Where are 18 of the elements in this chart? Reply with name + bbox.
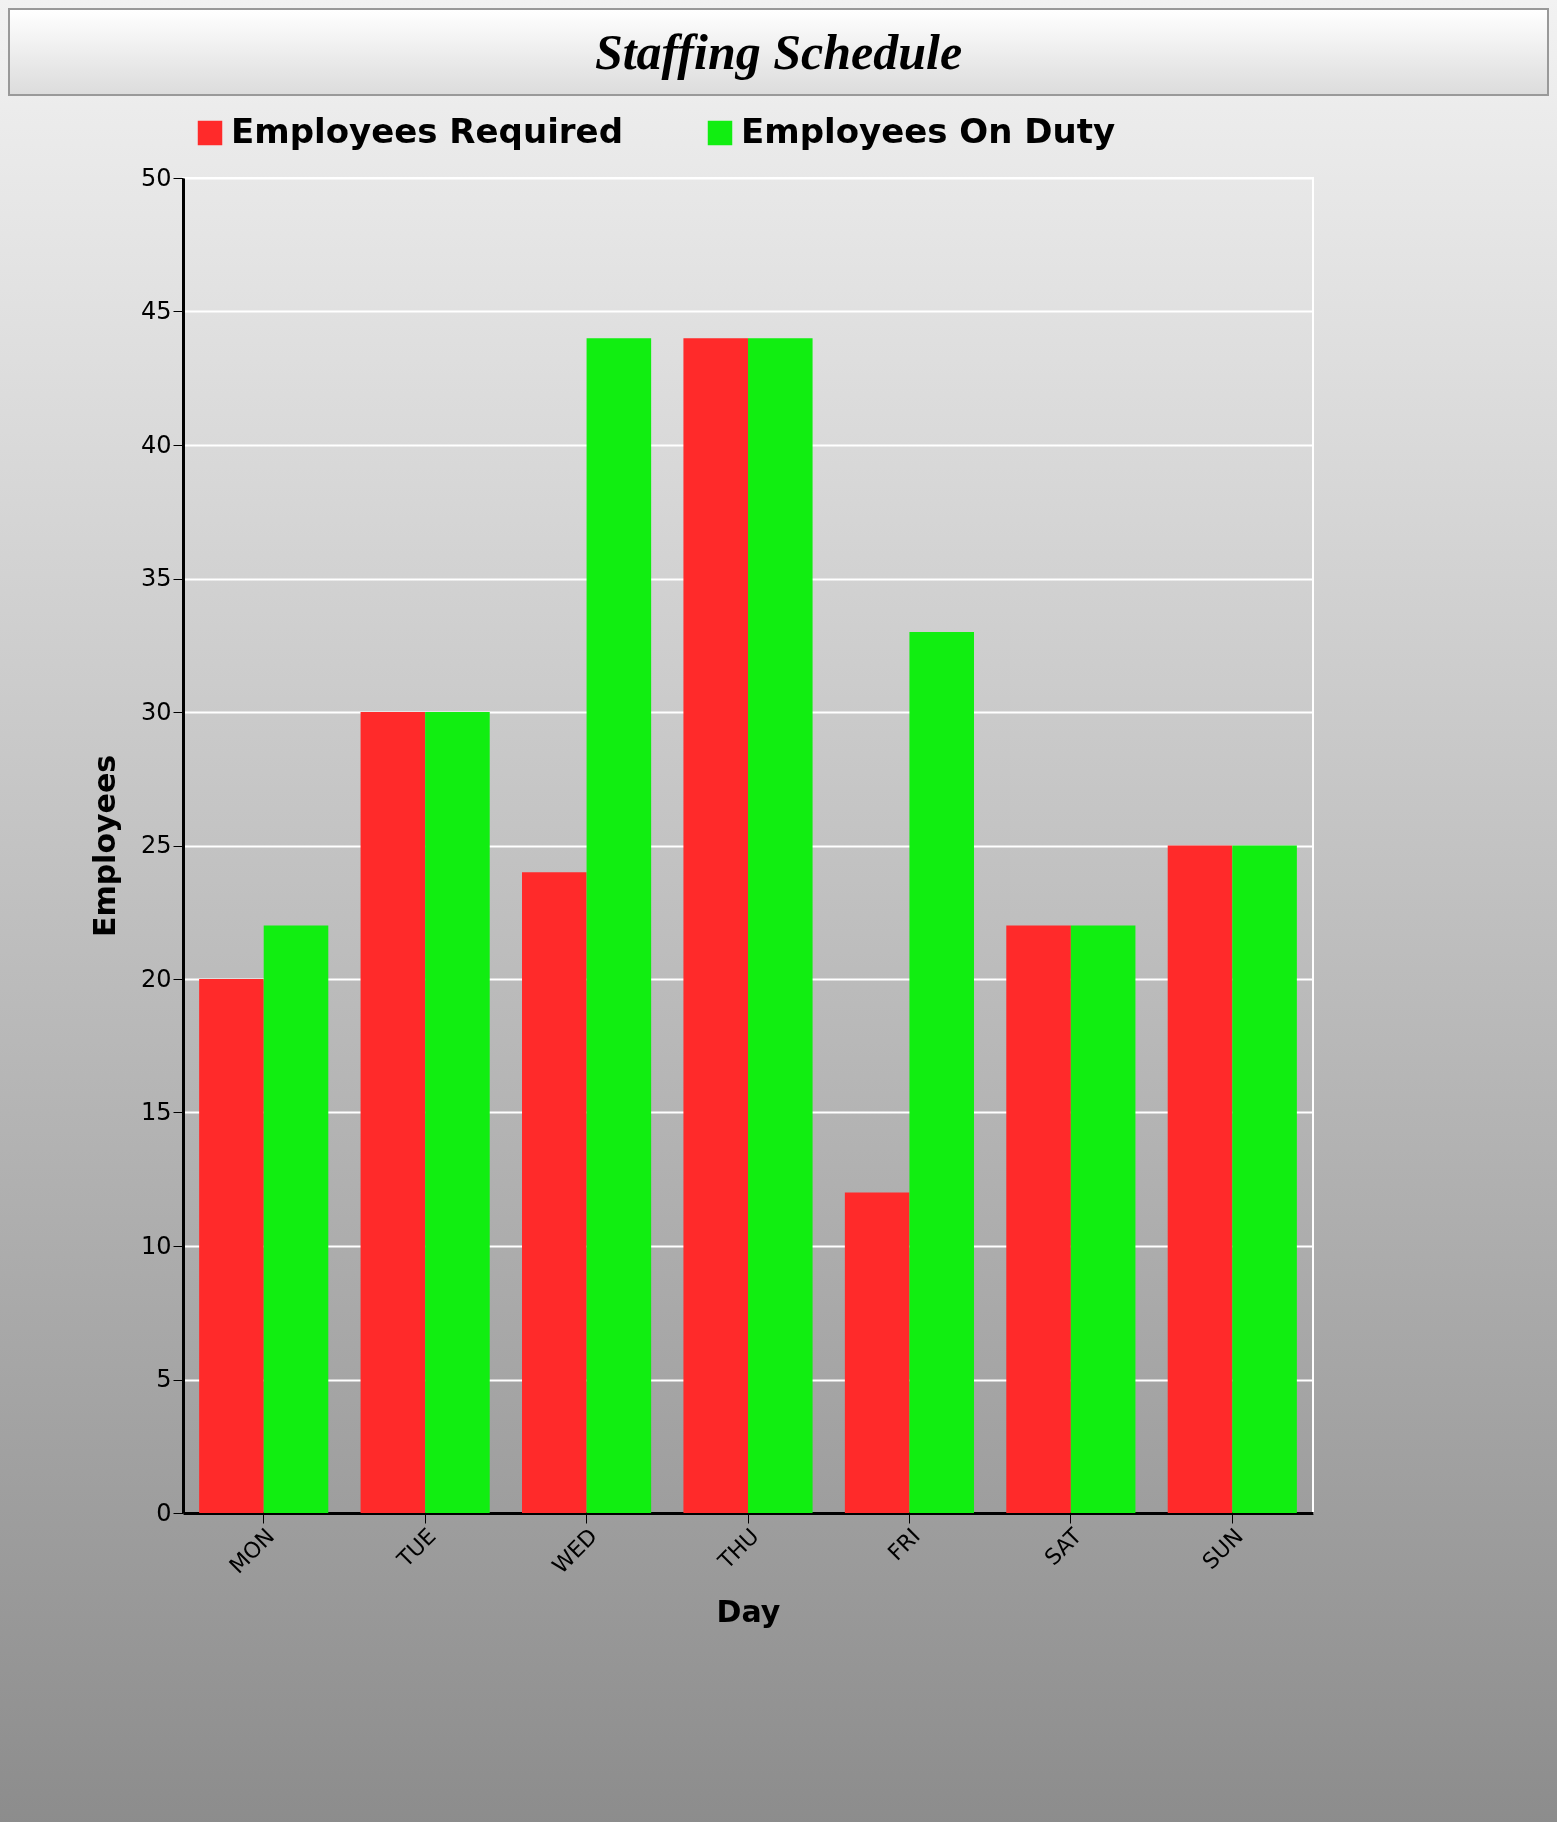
legend-label: Employees Required [231, 111, 623, 151]
x-tick-label: TUE [391, 1523, 441, 1573]
y-tick-label: 45 [140, 297, 172, 325]
y-tick-label: 5 [156, 1365, 172, 1393]
x-axis-title: Day [716, 1593, 781, 1629]
y-tick-label: 35 [140, 564, 172, 592]
y-tick-label: 0 [156, 1498, 172, 1527]
y-tick-label: 50 [140, 163, 172, 192]
chart-title: Staffing Schedule [8, 8, 1549, 96]
y-tick-label: 30 [140, 697, 172, 726]
legend-label: Employees On Duty [741, 111, 1116, 151]
y-tick-label: 25 [140, 831, 172, 859]
y-tick-label: 20 [140, 964, 172, 993]
x-tick-label: FRI [882, 1523, 925, 1566]
y-axis-title: Employees [86, 754, 122, 938]
y-tick-label: 15 [140, 1098, 172, 1126]
y-tick-label: 10 [140, 1231, 172, 1260]
y-tick-label: 40 [140, 430, 172, 459]
